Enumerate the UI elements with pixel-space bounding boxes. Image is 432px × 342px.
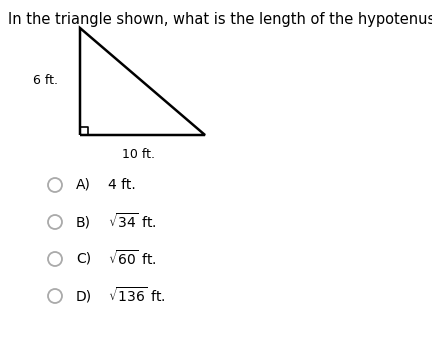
Text: $\sqrt{34}$ ft.: $\sqrt{34}$ ft.: [108, 212, 156, 232]
Text: A): A): [76, 178, 91, 192]
Text: 6 ft.: 6 ft.: [33, 75, 58, 88]
Text: $\sqrt{60}$ ft.: $\sqrt{60}$ ft.: [108, 250, 156, 268]
Text: B): B): [76, 215, 91, 229]
Text: C): C): [76, 252, 91, 266]
Text: In the triangle shown, what is the length of the hypotenuse?: In the triangle shown, what is the lengt…: [8, 12, 432, 27]
Text: D): D): [76, 289, 92, 303]
Text: 10 ft.: 10 ft.: [121, 148, 155, 161]
Text: 4 ft.: 4 ft.: [108, 178, 136, 192]
Text: $\sqrt{136}$ ft.: $\sqrt{136}$ ft.: [108, 287, 165, 305]
